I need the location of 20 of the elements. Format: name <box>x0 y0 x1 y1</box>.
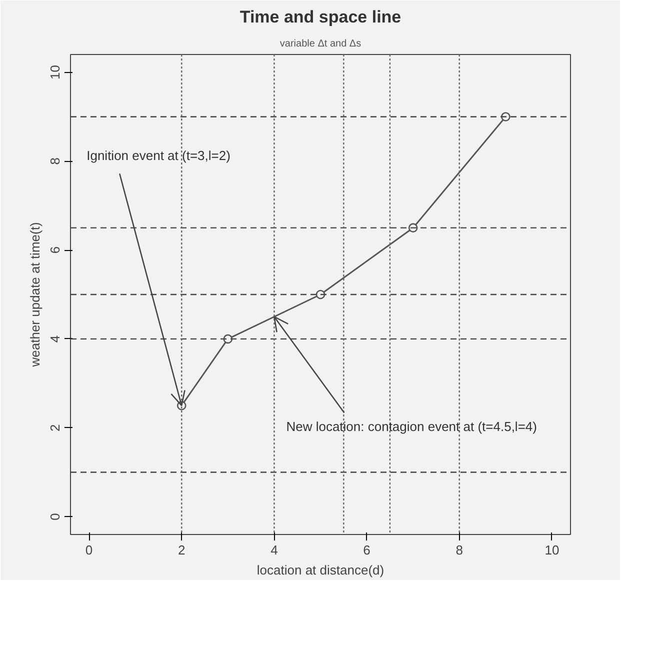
y-tick-label: 8 <box>48 158 62 165</box>
x-tick-label: 4 <box>270 542 278 558</box>
y-axis-title: weather update at time(t) <box>28 222 42 368</box>
chart-subtitle: variable Δt and Δs <box>280 38 362 50</box>
point <box>223 334 233 344</box>
y-tick-label: 2 <box>48 424 62 432</box>
y-tick-label: 10 <box>48 65 62 80</box>
point <box>316 290 326 300</box>
x-tick-label: 8 <box>456 542 464 558</box>
x-tick-label: 6 <box>363 542 370 558</box>
x-tick-label: 10 <box>544 542 560 558</box>
y-tick-label: 4 <box>48 335 62 343</box>
chart-title: Time and space line <box>240 8 402 26</box>
y-tick-label: 6 <box>48 246 62 254</box>
x-tick-label: 0 <box>85 542 93 558</box>
annotation: Ignition event at (t=3,l=2) <box>86 148 230 164</box>
x-axis-title: location at distance(d) <box>256 562 384 578</box>
x-tick-label: 2 <box>178 542 186 558</box>
y-tick-label: 0 <box>48 513 62 520</box>
annotation: New location: contagion event at (t=4.5,l=4) <box>286 419 537 434</box>
